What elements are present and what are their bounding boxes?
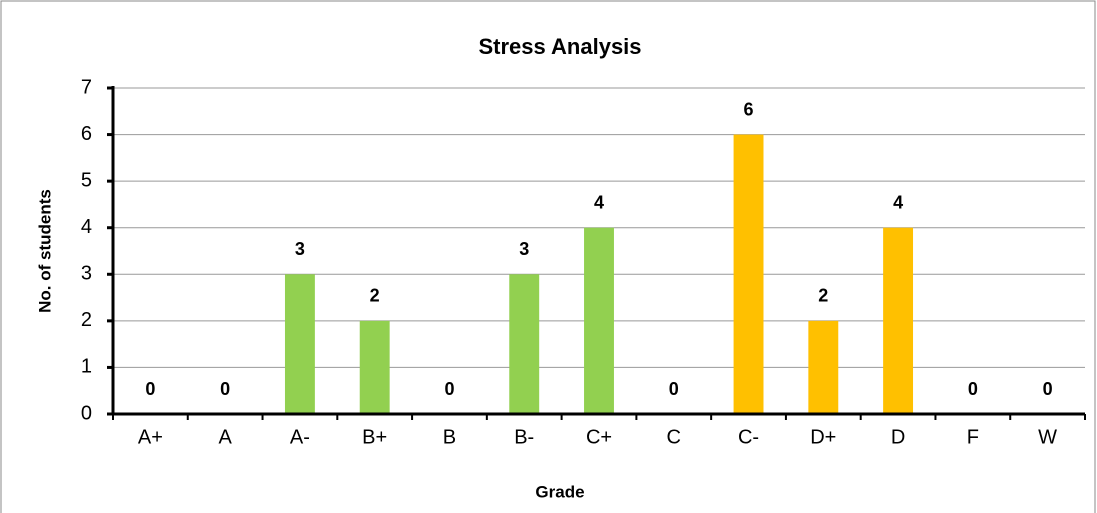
x-tick-label: W: [1038, 426, 1057, 448]
data-label: 0: [220, 379, 230, 399]
bar: [584, 227, 614, 414]
x-tick-label: A-: [290, 426, 310, 448]
y-tick-label: 5: [81, 169, 92, 191]
x-tick-label: C+: [586, 426, 612, 448]
data-label: 0: [669, 379, 679, 399]
x-tick-label: B: [443, 426, 456, 448]
x-tick-label: F: [967, 426, 979, 448]
x-tick-label: D+: [810, 426, 836, 448]
x-tick-label: B-: [514, 426, 534, 448]
y-tick-label: 6: [81, 123, 92, 145]
y-tick-label: 0: [81, 402, 92, 424]
y-tick-label: 7: [81, 76, 92, 98]
bar: [808, 320, 839, 414]
data-label: 0: [145, 379, 155, 399]
data-label: 2: [818, 286, 828, 306]
x-tick-label: C: [667, 426, 681, 448]
x-axis-label: Grade: [535, 482, 584, 501]
y-tick-label: 3: [81, 263, 92, 285]
bar: [733, 134, 764, 415]
x-tick-label: D: [891, 426, 905, 448]
data-label: 2: [370, 286, 380, 306]
data-label: 3: [295, 239, 305, 259]
data-label: 0: [968, 379, 978, 399]
data-label: 0: [1043, 379, 1053, 399]
data-label: 4: [893, 192, 903, 212]
bar: [883, 227, 914, 414]
bar: [359, 320, 390, 414]
y-tick-label: 4: [81, 216, 92, 238]
x-tick-label: A+: [138, 426, 163, 448]
chart-title: Stress Analysis: [478, 34, 641, 59]
bar: [284, 274, 315, 414]
x-tick-label: B+: [362, 426, 387, 448]
data-label: 4: [594, 192, 604, 212]
x-tick-label: A: [218, 426, 232, 448]
y-axis-label: No. of students: [35, 189, 54, 313]
data-label: 6: [744, 99, 754, 119]
bar: [509, 274, 540, 414]
y-tick-label: 2: [81, 309, 92, 331]
data-label: 0: [444, 379, 454, 399]
x-tick-label: C-: [738, 426, 759, 448]
data-label: 3: [519, 239, 529, 259]
y-tick-label: 1: [81, 356, 92, 378]
